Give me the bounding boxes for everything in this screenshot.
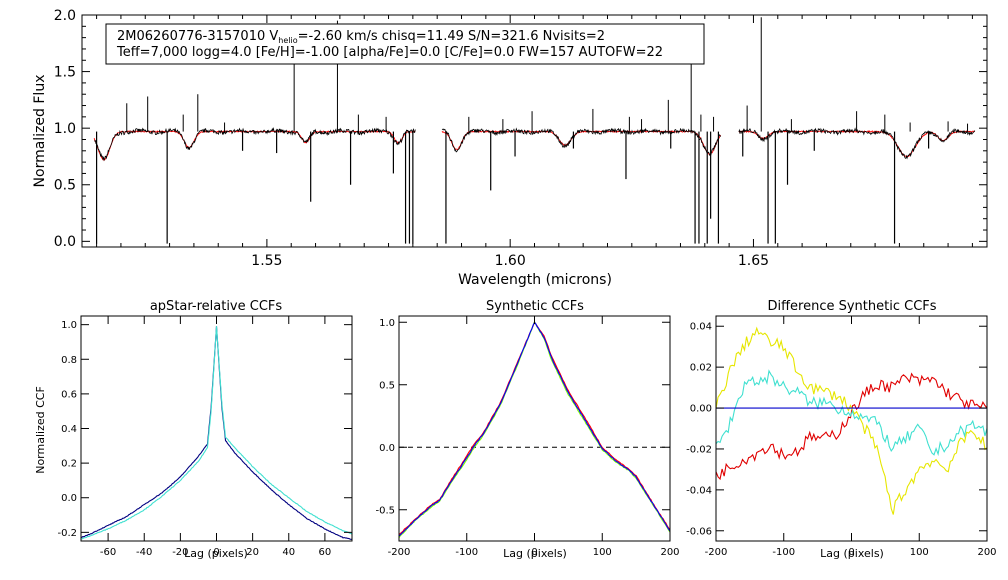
ccf2-xtick-label: 200: [660, 547, 679, 558]
spectrum-observed-chip-2: [441, 127, 721, 157]
spectrum-ytick-label: 2.0: [54, 8, 76, 24]
ccf3-xtick-label: 0: [848, 547, 854, 558]
ccf3-series-1: [716, 372, 987, 481]
ccf2-ytick-label: 0.0: [379, 443, 395, 454]
ccf3-panel: Difference Synthetic CCFs -200 -100 0 100 20…: [686, 299, 996, 560]
ccf3-ytick-label: 0.04: [690, 322, 712, 333]
spectrum-xtick-label: 1.55: [251, 253, 282, 269]
spectrum-ylabel: Normalized Flux: [32, 75, 48, 188]
spectrum-xtick-label: 1.60: [495, 253, 526, 269]
ccf1-xtick-label: -20: [172, 547, 188, 558]
ccf1-xtick-label: -40: [136, 547, 152, 558]
ccf1-plot-area: [81, 326, 352, 540]
ccf2-xlabel: Lag (pixels): [503, 547, 567, 560]
ccf1-xtick-label: 40: [282, 547, 295, 558]
ccf1-title: apStar-relative CCFs: [150, 299, 283, 314]
spectrum-xlabel: Wavelength (microns): [458, 272, 612, 288]
ccf3-series-3: [716, 369, 987, 457]
ccf2-xtick-label: -200: [388, 547, 411, 558]
ccf1-xtick-label: -60: [100, 547, 116, 558]
ccf3-xtick-label: 100: [910, 547, 929, 558]
ccf3-xlabel: Lag (pixels): [820, 547, 884, 560]
ccf2-ytick-label: 0.5: [379, 380, 395, 391]
ccf1-ticks: -60 -40 -20 0 20 40 60 -0.2 0.0 0.2 0.4 0.6 0.8 1.0: [57, 316, 352, 558]
ccf3-ytick-label: 0.00: [690, 404, 712, 415]
spectrum-xtick-label: 1.65: [738, 253, 769, 269]
ccf3-ticks: -200 -100 0 100 200 -0.06 -0.04 -0.02 0.00 0.02 0.…: [686, 316, 997, 558]
ccf3-title: Difference Synthetic CCFs: [767, 299, 936, 314]
spectrum-ticks: 1.55 1.60 1.65 0.0 0.5 1.0 1.5 2.0: [54, 8, 987, 269]
ccf1-xtick-label: 20: [246, 547, 259, 558]
ccf1-ytick-label: -0.2: [57, 528, 77, 539]
ccf3-ytick-label: -0.04: [686, 485, 712, 496]
ccf3-xtick-label: 200: [977, 547, 996, 558]
ccf2-xtick-label: 100: [593, 547, 612, 558]
ccf1-ytick-label: 0.0: [61, 493, 77, 504]
spectrum-ytick-label: 1.5: [54, 64, 76, 80]
ccf3-ytick-label: -0.02: [686, 444, 712, 455]
ccf2-ytick-label: 1.0: [379, 318, 395, 329]
ccf3-xtick-label: -200: [705, 547, 728, 558]
info-line-2: Teff=7,000 logg=4.0 [Fe/H]=-1.00 [alpha/…: [116, 45, 663, 60]
ccf2-panel: Synthetic CCFs -200 -100 0 100 200 -0.5 0.0 0.5…: [375, 299, 679, 560]
ccf1-xlabel: Lag (pixels): [184, 547, 248, 560]
ccf1-ylabel: Normalized CCF: [34, 386, 47, 474]
ccf1-ytick-label: 1.0: [61, 320, 77, 331]
ccf2-xtick-label: -100: [455, 547, 478, 558]
ccf3-ytick-label: -0.06: [686, 526, 712, 537]
info-box: [105, 23, 705, 65]
info-line-1: 2M06260776-3157010 Vhelio=-2.60 km/s chi…: [117, 29, 605, 45]
ccf1-ytick-label: 0.8: [61, 355, 77, 366]
spectrum-panel: 1.55 1.60 1.65 0.0 0.5 1.0 1.5 2.0 2M06260776-3…: [32, 8, 988, 288]
spectrum-ytick-label: 1.0: [54, 121, 76, 137]
ccf3-ytick-label: 0.02: [690, 363, 712, 374]
ccf1-series-2: [81, 326, 352, 540]
ccf2-title: Synthetic CCFs: [486, 299, 584, 314]
ccf2-xtick-label: 0: [531, 547, 537, 558]
ccf3-xtick-label: -100: [772, 547, 795, 558]
spectrum-ytick-label: 0.5: [54, 178, 76, 194]
ccf1-panel: apStar-relative CCFs -60 -40 -20 0 20 40 60 -0.…: [34, 299, 353, 560]
ccf1-xtick-label: 60: [319, 547, 332, 558]
ccf1-xtick-label: 0: [213, 547, 219, 558]
ccf1-ytick-label: 0.6: [61, 389, 77, 400]
spectrum-ytick-label: 0.0: [54, 234, 76, 250]
ccf1-ytick-label: 0.4: [61, 424, 77, 435]
ccf2-ytick-label: -0.5: [375, 505, 395, 516]
ccf2-ticks: -200 -100 0 100 200 -0.5 0.0 0.5 1.0: [375, 316, 680, 558]
ccf1-ytick-label: 0.2: [61, 459, 77, 470]
ccf3-plot-area: [716, 326, 987, 515]
